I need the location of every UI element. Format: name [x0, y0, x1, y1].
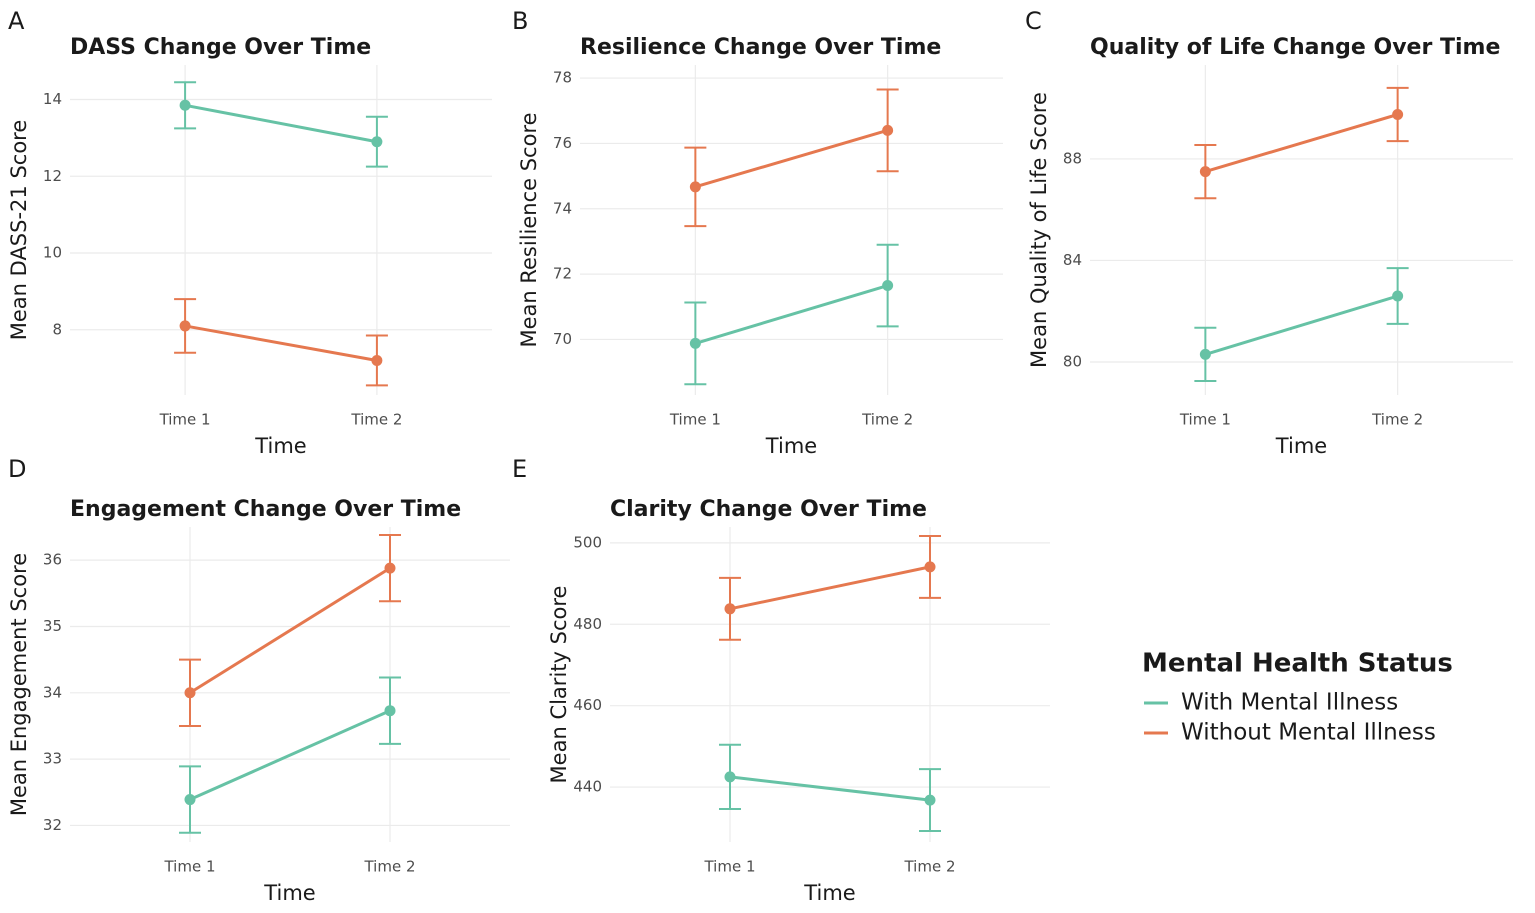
point — [724, 603, 736, 615]
series-line — [729, 565, 931, 611]
point — [1199, 348, 1211, 360]
point — [384, 705, 396, 717]
y-tick-label: 14 — [43, 90, 62, 108]
series-line — [729, 775, 931, 802]
y-tick-label: 480 — [573, 615, 602, 633]
series-line — [694, 284, 889, 345]
y-axis-title: Mean Engagement Score — [7, 553, 31, 816]
x-axis-title: Time — [254, 434, 306, 458]
y-axis-title: Mean Clarity Score — [547, 586, 571, 784]
legend-label: Without Mental Illness — [1181, 720, 1436, 746]
x-tick-label: Time 1 — [703, 858, 755, 876]
chart-title: Resilience Change Over Time — [580, 35, 941, 60]
x-tick-label: Time 2 — [1371, 411, 1423, 429]
point — [689, 337, 701, 349]
legend-label: With Mental Illness — [1181, 690, 1398, 716]
x-tick-label: Time 2 — [861, 411, 913, 429]
series-line — [189, 709, 391, 801]
y-axis-title: Mean Quality of Life Score — [1027, 92, 1051, 368]
legend-title: Mental Health Status — [1142, 649, 1453, 679]
point — [371, 136, 383, 148]
x-axis-title: Time — [1275, 434, 1327, 458]
x-tick-label: Time 2 — [350, 411, 402, 429]
y-axis-title: Mean DASS-21 Score — [7, 120, 31, 341]
point — [724, 771, 736, 783]
point — [384, 562, 396, 574]
y-axis-title: Mean Resilience Score — [517, 112, 541, 347]
y-tick-label: 36 — [43, 551, 62, 569]
panel-letter: E — [512, 455, 527, 483]
point — [179, 99, 191, 111]
series-line — [1204, 294, 1399, 356]
point — [924, 794, 936, 806]
point — [179, 320, 191, 332]
point — [184, 687, 196, 699]
point — [882, 280, 894, 292]
point — [1392, 290, 1404, 302]
panel-letter: A — [8, 7, 25, 35]
x-tick-label: Time 1 — [669, 411, 721, 429]
x-tick-label: Time 1 — [159, 411, 211, 429]
series-line — [1204, 113, 1399, 174]
panel-letter: C — [1025, 7, 1042, 35]
point — [1392, 109, 1404, 120]
point — [1199, 166, 1211, 178]
y-tick-label: 84 — [1063, 251, 1082, 269]
y-tick-label: 34 — [43, 683, 62, 701]
y-tick-label: 72 — [553, 265, 572, 283]
y-tick-label: 10 — [43, 244, 62, 262]
chart-title: Quality of Life Change Over Time — [1090, 35, 1500, 60]
y-tick-label: 35 — [43, 617, 62, 635]
y-tick-label: 440 — [573, 778, 602, 796]
panel-letter: D — [8, 455, 26, 483]
point — [371, 354, 383, 366]
y-tick-label: 500 — [573, 533, 602, 551]
y-tick-label: 70 — [553, 330, 572, 348]
x-axis-title: Time — [803, 881, 855, 905]
y-tick-label: 8 — [52, 320, 62, 338]
x-tick-label: Time 1 — [1179, 411, 1231, 429]
chart-title: Engagement Change Over Time — [70, 497, 461, 522]
panel-letter: B — [512, 7, 528, 35]
y-tick-label: 74 — [553, 199, 572, 217]
series-line — [184, 324, 378, 362]
y-tick-label: 80 — [1063, 353, 1082, 371]
x-axis-title: Time — [263, 881, 315, 905]
series-line — [189, 566, 391, 695]
y-tick-label: 460 — [573, 696, 602, 714]
point — [882, 124, 894, 136]
chart-title: DASS Change Over Time — [70, 35, 371, 60]
chart-title: Clarity Change Over Time — [610, 497, 927, 522]
y-tick-label: 33 — [43, 750, 62, 768]
point — [924, 561, 936, 573]
point — [184, 794, 196, 806]
series-line — [694, 128, 889, 189]
x-tick-label: Time 2 — [903, 858, 955, 876]
y-tick-label: 76 — [553, 134, 572, 152]
y-tick-label: 88 — [1063, 149, 1082, 167]
x-tick-label: Time 1 — [163, 858, 215, 876]
x-tick-label: Time 2 — [363, 858, 415, 876]
y-tick-label: 12 — [43, 167, 62, 185]
point — [689, 181, 701, 193]
y-tick-label: 78 — [553, 69, 572, 87]
x-axis-title: Time — [765, 434, 817, 458]
series-line — [184, 103, 378, 144]
y-tick-label: 32 — [43, 816, 62, 834]
